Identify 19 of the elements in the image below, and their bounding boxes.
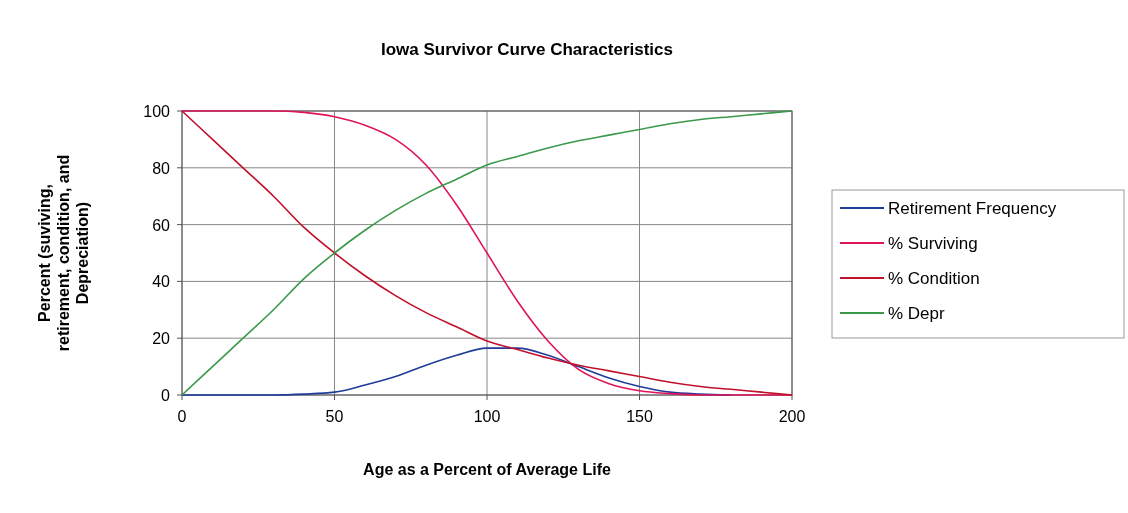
y-tick-label: 60 (152, 216, 171, 234)
y-tick-label: 40 (152, 273, 171, 291)
y-axis-title: Percent (suviving, retirement, condition, and Depreciation) (36, 154, 91, 352)
x-tick-label: 100 (473, 408, 501, 425)
legend-label: % Depr (888, 304, 946, 323)
y-tick-label: 80 (152, 159, 171, 177)
legend-label: % Condition (888, 269, 980, 288)
y-tick-label: 0 (161, 387, 171, 404)
legend-label: % Surviving (888, 234, 978, 253)
y-tick-label: 100 (143, 103, 171, 120)
legend-label: Retirement Frequency (888, 199, 1057, 218)
x-tick-label: 200 (778, 408, 806, 425)
y-tick-label: 20 (152, 330, 171, 348)
x-tick-label: 50 (325, 408, 344, 425)
x-tick-label: 150 (626, 408, 653, 425)
x-axis-title: Age as a Percent of Average Life (363, 461, 611, 478)
chart-title: Iowa Survivor Curve Characteristics (381, 40, 673, 59)
line-series (181, 110, 793, 396)
x-tick-label: 0 (177, 408, 187, 425)
